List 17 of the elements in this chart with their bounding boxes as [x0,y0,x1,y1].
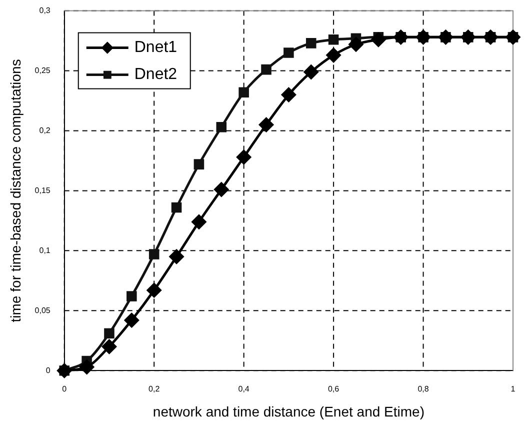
x-tick-label: 0 [62,384,68,394]
y-tick-label: 0 [46,366,51,375]
x-tick-label: 0,8 [418,384,430,394]
y-tick-label: 0,1 [39,246,51,255]
x-tick-label: 1 [510,384,516,394]
x-tick-label: 0,6 [328,384,340,394]
legend-label: Dnet1 [134,39,178,56]
y-axis-title: time for time-based distance computations [7,59,24,322]
y-tick-label: 0,2 [39,126,51,135]
y-tick-label: 0,05 [34,306,51,315]
x-axis-title: network and time distance (Enet and Etime) [152,403,424,420]
legend-label: Dnet2 [134,66,178,84]
y-tick-label: 0,15 [34,186,51,195]
y-tick-label: 0,3 [39,6,51,16]
x-tick-label: 0,4 [238,384,250,394]
x-tick-label: 0,2 [148,384,160,394]
y-tick-label: 0,25 [34,66,51,75]
